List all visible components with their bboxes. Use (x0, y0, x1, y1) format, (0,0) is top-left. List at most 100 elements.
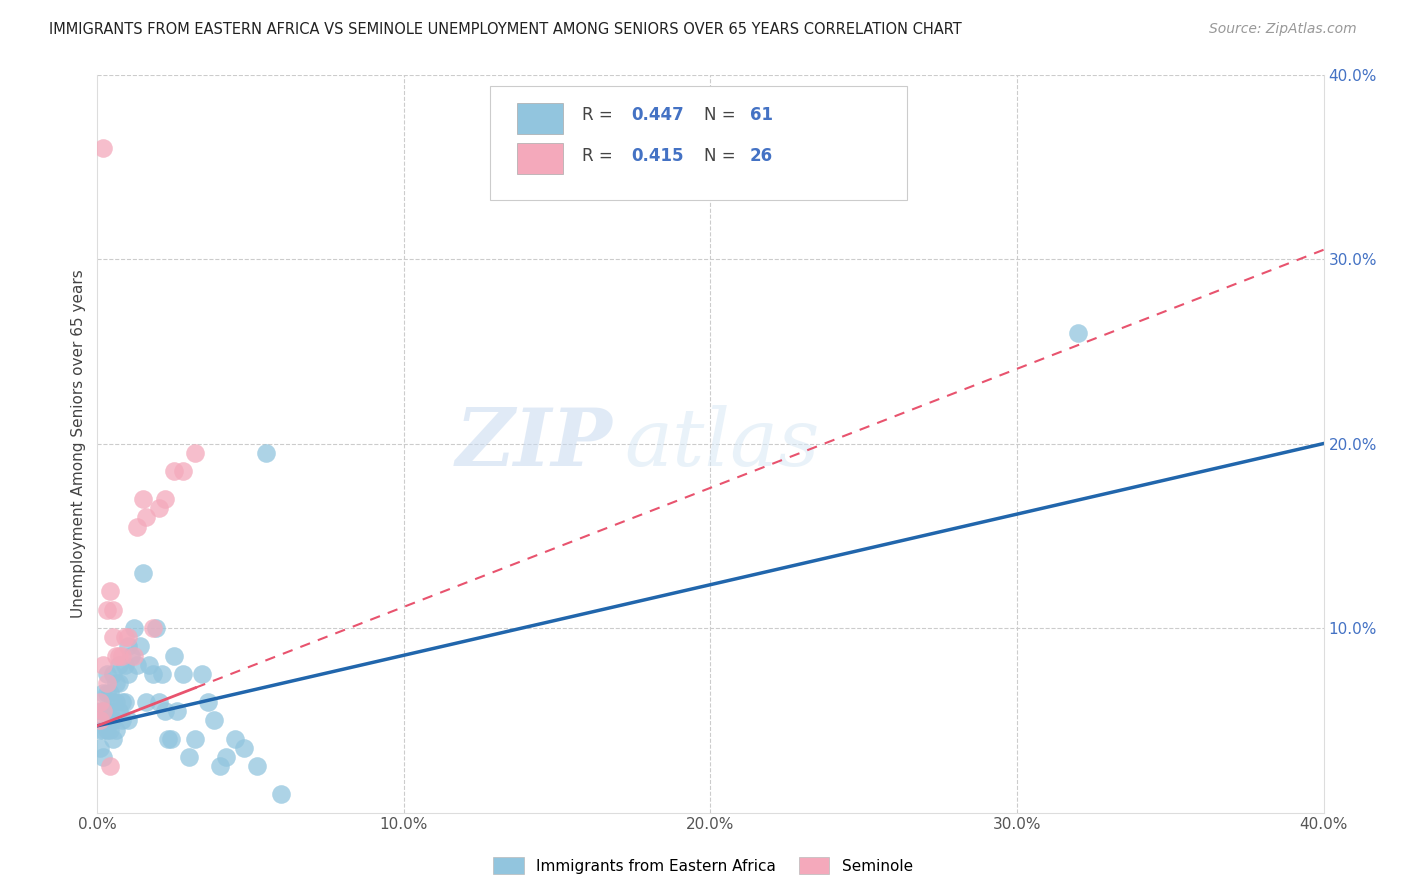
Point (98, 685, 121, 699)
Point (101, 713, 124, 727)
Text: 0.415: 0.415 (631, 146, 683, 165)
Point (132, 491, 155, 506)
Point (104, 648, 127, 663)
Point (89, 704, 111, 718)
Point (117, 640, 139, 654)
Point (114, 657, 136, 672)
Point (224, 731, 246, 746)
Point (138, 657, 160, 672)
Point (104, 695, 127, 709)
Point (163, 648, 186, 663)
Point (89, 713, 111, 727)
Point (114, 695, 136, 709)
Point (93, 657, 115, 672)
Point (270, 787, 292, 801)
Point (96, 602, 118, 616)
Point (93, 723, 115, 737)
Y-axis label: Unemployment Among Seniors over 65 years: Unemployment Among Seniors over 65 years (72, 269, 86, 618)
Point (184, 446, 207, 460)
Point (197, 695, 219, 709)
Point (108, 704, 131, 718)
Point (153, 704, 176, 718)
Point (148, 695, 170, 709)
Point (96, 667, 118, 681)
Point (153, 491, 176, 506)
Point (156, 731, 179, 746)
Point (233, 741, 256, 756)
Point (215, 750, 238, 764)
Point (101, 695, 124, 709)
Point (104, 723, 127, 737)
Point (122, 621, 145, 635)
Point (104, 676, 127, 690)
Point (93, 141, 115, 155)
Point (141, 667, 163, 681)
Point (202, 713, 225, 727)
Point (98, 704, 121, 718)
Point (93, 704, 115, 718)
Point (93, 704, 115, 718)
Point (117, 667, 139, 681)
Point (89, 741, 111, 756)
Legend: Immigrants from Eastern Africa, Seminole: Immigrants from Eastern Africa, Seminole (486, 851, 920, 880)
Point (117, 630, 139, 644)
Point (145, 621, 167, 635)
Point (184, 731, 207, 746)
Point (129, 640, 152, 654)
Text: N =: N = (704, 106, 741, 124)
Point (111, 713, 134, 727)
Point (96, 685, 118, 699)
Text: ZIP: ZIP (456, 405, 613, 483)
Point (101, 602, 124, 616)
Point (179, 750, 201, 764)
Point (190, 667, 212, 681)
Point (135, 510, 157, 524)
Point (150, 667, 173, 681)
Text: 61: 61 (749, 106, 773, 124)
Point (96, 676, 118, 690)
Point (111, 648, 134, 663)
Point (254, 446, 277, 460)
Point (114, 630, 136, 644)
Text: N =: N = (704, 146, 741, 165)
Point (208, 759, 231, 773)
Point (127, 657, 149, 672)
Point (117, 713, 139, 727)
Point (93, 750, 115, 764)
Text: Source: ZipAtlas.com: Source: ZipAtlas.com (1209, 22, 1357, 37)
Point (101, 731, 124, 746)
Point (96, 723, 118, 737)
Point (98, 584, 121, 599)
Point (141, 621, 163, 635)
Point (98, 759, 121, 773)
Point (89, 723, 111, 737)
Text: R =: R = (582, 146, 617, 165)
Point (166, 704, 188, 718)
FancyBboxPatch shape (489, 86, 907, 200)
FancyBboxPatch shape (517, 103, 564, 134)
Text: R =: R = (582, 106, 617, 124)
Point (93, 685, 115, 699)
Point (122, 648, 145, 663)
Text: atlas: atlas (624, 405, 820, 483)
Point (132, 566, 155, 580)
Point (101, 630, 124, 644)
Text: 26: 26 (749, 146, 773, 165)
FancyBboxPatch shape (517, 143, 564, 174)
Point (160, 731, 183, 746)
Point (96, 704, 118, 718)
Point (172, 464, 194, 478)
Point (120, 648, 142, 663)
Point (108, 657, 131, 672)
Point (101, 667, 124, 681)
Point (1067, 326, 1090, 340)
Point (172, 667, 194, 681)
Point (127, 519, 149, 533)
Point (89, 695, 111, 709)
Point (135, 695, 157, 709)
Point (148, 501, 170, 516)
Point (246, 759, 269, 773)
Point (108, 676, 131, 690)
Point (111, 695, 134, 709)
Text: 0.447: 0.447 (631, 106, 683, 124)
